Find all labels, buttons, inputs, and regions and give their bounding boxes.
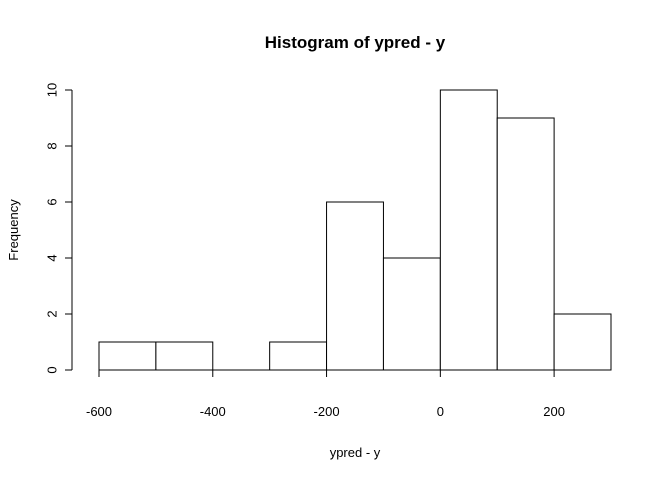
histogram-bar <box>439 89 498 371</box>
histogram-bar <box>326 201 384 371</box>
histogram-bar <box>155 341 214 371</box>
x-tick-label: 200 <box>543 404 565 419</box>
x-tick-label: -200 <box>314 404 340 419</box>
y-axis-label: Frequency <box>6 199 21 261</box>
histogram-bar <box>269 341 328 371</box>
x-axis: -600 -400 -200 0 200 <box>86 369 565 419</box>
y-tick-label: 8 <box>45 142 60 149</box>
y-tick-label: 4 <box>45 254 60 261</box>
y-tick-label: 0 <box>45 366 60 373</box>
histogram-bar <box>553 313 612 371</box>
histogram-bar <box>98 341 157 371</box>
x-tick-label: -600 <box>86 404 112 419</box>
histogram-bar <box>382 257 441 371</box>
histogram-bar <box>496 117 555 371</box>
chart-title: Histogram of ypred - y <box>265 33 446 52</box>
y-tick-label: 10 <box>45 83 60 97</box>
x-tick-label: -400 <box>200 404 226 419</box>
y-tick-label: 2 <box>45 310 60 317</box>
y-tick-label: 6 <box>45 198 60 205</box>
bars-group <box>98 89 612 371</box>
x-tick-label: 0 <box>437 404 444 419</box>
x-axis-label: ypred - y <box>330 445 381 460</box>
y-axis: 0 2 4 6 8 10 <box>45 83 73 374</box>
